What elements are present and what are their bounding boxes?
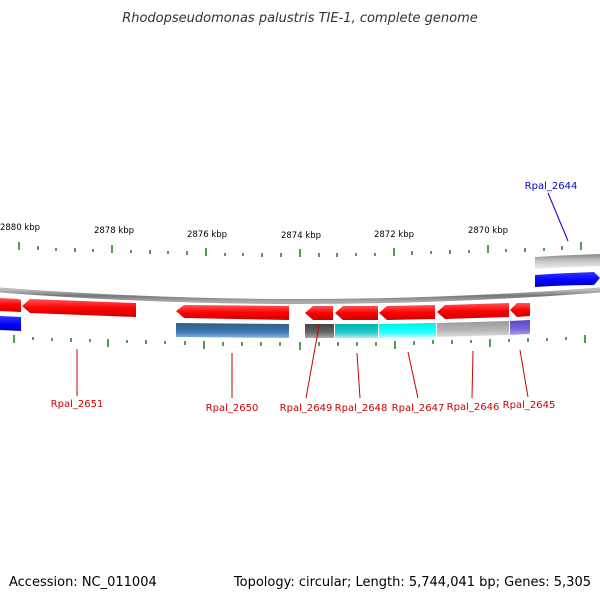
- label-rpal-2651[interactable]: Rpal_2651: [51, 399, 104, 410]
- leader-rpal-2644: [547, 192, 569, 242]
- map-title: Rhodopseudomonas palustris TIE-1, comple…: [122, 11, 478, 26]
- gene-rpal-2647-arrow[interactable]: [379, 305, 435, 320]
- gene-rpal-2650-arrow[interactable]: [176, 305, 289, 320]
- scale-label-2874: 2874 kbp: [281, 231, 321, 241]
- leader-rpal-2649: [305, 325, 320, 399]
- label-rpal-2649[interactable]: Rpal_2649: [280, 403, 333, 414]
- feature-rpal-2650[interactable]: [176, 323, 289, 338]
- inner-tick-ring: [13, 335, 586, 350]
- scale-label-2878: 2878 kbp: [94, 226, 134, 236]
- label-rpal-2650[interactable]: Rpal_2650: [206, 403, 259, 414]
- feature-left-edge[interactable]: [0, 316, 21, 331]
- reverse-strand-genes: [0, 298, 530, 320]
- leader-rpal-2647: [407, 351, 419, 399]
- scale-label-2876: 2876 kbp: [187, 230, 227, 240]
- gene-labels: Rpal_2644 Rpal_2645 Rpal_2646 Rpal_2647 …: [51, 181, 578, 414]
- label-rpal-2646[interactable]: Rpal_2646: [447, 402, 500, 413]
- footer-summary: Topology: circular; Length: 5,744,041 bp…: [233, 575, 591, 590]
- feature-rpal-2648[interactable]: [335, 324, 378, 338]
- leader-rpal-2648: [356, 352, 361, 399]
- label-rpal-2645[interactable]: Rpal_2645: [503, 400, 556, 411]
- gene-rpal-2651[interactable]: [22, 299, 136, 317]
- genome-backbone: [0, 287, 600, 304]
- leader-rpal-2645: [519, 349, 529, 398]
- label-rpal-2647[interactable]: Rpal_2647: [392, 403, 445, 414]
- gene-rpal-2645-arrow[interactable]: [510, 303, 530, 317]
- label-rpal-2648[interactable]: Rpal_2648: [335, 403, 388, 414]
- gene-left-edge[interactable]: [0, 298, 21, 312]
- scale-label-2872: 2872 kbp: [374, 230, 414, 240]
- label-rpal-2644[interactable]: Rpal_2644: [525, 181, 578, 192]
- gene-rpal-2648-arrow[interactable]: [335, 306, 378, 320]
- footer-accession: Accession: NC_011004: [9, 575, 157, 590]
- outer-tick-ring: [18, 242, 582, 257]
- leader-lines: [76, 192, 569, 399]
- gene-rpal-2644[interactable]: [535, 272, 600, 287]
- feature-rpal-2646[interactable]: [437, 321, 509, 337]
- gene-rpal-2644-shadow[interactable]: [535, 254, 600, 269]
- feature-rpal-2649[interactable]: [305, 324, 334, 338]
- feature-rpal-2645[interactable]: [510, 320, 530, 335]
- scale-label-2880: 2880 kbp: [0, 223, 40, 233]
- gene-rpal-2649-arrow[interactable]: [305, 306, 333, 320]
- gene-rpal-2646-arrow[interactable]: [437, 303, 509, 319]
- feature-rpal-2647[interactable]: [379, 323, 436, 338]
- scale-label-2870: 2870 kbp: [468, 226, 508, 236]
- scale-labels: 2880 kbp 2878 kbp 2876 kbp 2874 kbp 2872…: [0, 223, 508, 241]
- leader-rpal-2646: [471, 350, 474, 399]
- feature-bars: [0, 316, 530, 338]
